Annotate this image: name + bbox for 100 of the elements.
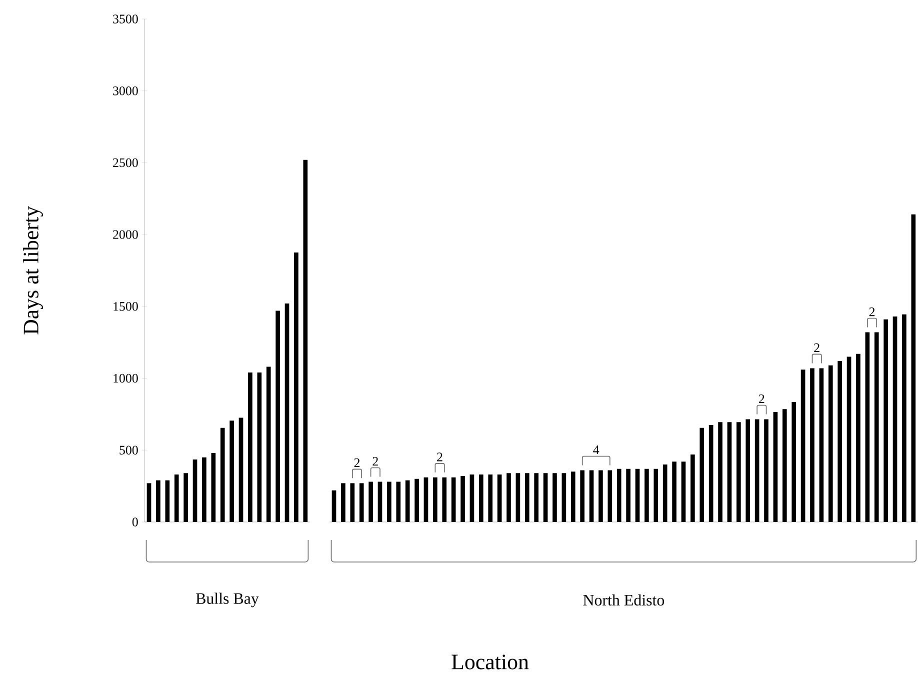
bar — [220, 428, 225, 522]
bar — [478, 474, 484, 522]
bar — [681, 462, 686, 522]
bar — [146, 483, 152, 522]
bar — [616, 468, 622, 522]
annotation: 2 — [354, 458, 360, 467]
bar — [700, 428, 704, 522]
bar — [192, 459, 198, 522]
bar — [708, 424, 714, 522]
bar — [635, 468, 640, 522]
bar — [497, 474, 502, 522]
bar — [156, 480, 160, 522]
bar — [782, 409, 787, 522]
bar — [884, 319, 888, 522]
bar — [754, 419, 760, 522]
bar — [202, 457, 206, 522]
bar — [828, 365, 833, 522]
bar — [662, 464, 668, 522]
bar — [396, 482, 401, 522]
bar — [534, 473, 538, 522]
annotation: 2 — [437, 452, 442, 462]
bar — [562, 473, 566, 522]
bar — [294, 252, 298, 522]
bar — [488, 474, 493, 522]
bar — [257, 372, 262, 522]
bar — [552, 473, 557, 522]
bar — [727, 422, 732, 522]
bar — [856, 354, 860, 522]
bar — [276, 310, 280, 522]
y-tick-label: 2500 — [113, 158, 138, 168]
y-axis-title: Days at liberty — [23, 206, 43, 334]
bar — [405, 480, 410, 522]
y-tick-label: 1500 — [114, 302, 138, 311]
bar — [174, 474, 179, 522]
x-axis-title: North Edisto — [583, 594, 664, 606]
bar — [460, 476, 465, 522]
bar — [359, 483, 364, 522]
bar — [865, 332, 870, 522]
bar — [424, 477, 428, 522]
annotation: 2 — [869, 308, 875, 316]
annotation: 4 — [593, 446, 600, 454]
bar — [414, 478, 419, 522]
bar — [470, 474, 474, 522]
bar — [442, 477, 447, 522]
bar — [516, 473, 520, 522]
bar — [266, 366, 271, 522]
bar — [570, 472, 576, 522]
y-tick-label: 1000 — [114, 374, 138, 383]
bar — [773, 412, 778, 522]
bar — [654, 468, 658, 522]
bar — [838, 361, 842, 522]
annotation: 2 — [372, 456, 378, 466]
bar — [892, 316, 898, 522]
bar — [350, 483, 355, 522]
bar — [902, 314, 906, 522]
bar — [736, 422, 741, 522]
bar — [165, 480, 170, 522]
bar — [433, 477, 438, 522]
x-axis-title: Bulls Bay — [196, 592, 259, 608]
bar — [598, 470, 603, 522]
annotation: 2 — [758, 394, 764, 404]
bar — [284, 304, 290, 522]
bar — [368, 482, 373, 522]
bar — [238, 418, 244, 522]
bar — [211, 453, 216, 522]
bar — [387, 482, 392, 522]
bar — [800, 370, 806, 522]
bar — [506, 473, 511, 522]
bar — [184, 473, 188, 522]
bar — [764, 419, 768, 522]
bar — [911, 214, 916, 522]
bar — [580, 470, 584, 522]
y-tick-label: 0 — [132, 518, 138, 526]
bar — [690, 454, 695, 522]
bar — [451, 477, 456, 522]
bar — [341, 483, 346, 522]
bar — [644, 468, 649, 522]
bar — [819, 368, 824, 522]
y-tick-label: 500 — [120, 446, 138, 454]
bar — [524, 473, 530, 522]
bar — [792, 402, 796, 522]
y-tick-label: 3000 — [113, 86, 138, 96]
bar — [810, 368, 814, 522]
y-tick-label: 3500 — [113, 14, 138, 24]
bar — [746, 419, 750, 522]
bar — [718, 422, 722, 522]
annotation: 2 — [814, 343, 820, 352]
bar — [248, 372, 252, 522]
bar — [303, 160, 308, 522]
bar — [378, 482, 382, 522]
y-tick-label: 2000 — [113, 230, 138, 239]
bar — [230, 420, 234, 522]
bar — [672, 462, 676, 522]
bar — [332, 490, 336, 522]
bar — [846, 356, 852, 522]
bar — [589, 470, 594, 522]
bar — [543, 473, 548, 522]
bar — [608, 470, 612, 522]
text: Location — [452, 654, 529, 670]
bar — [874, 332, 879, 522]
